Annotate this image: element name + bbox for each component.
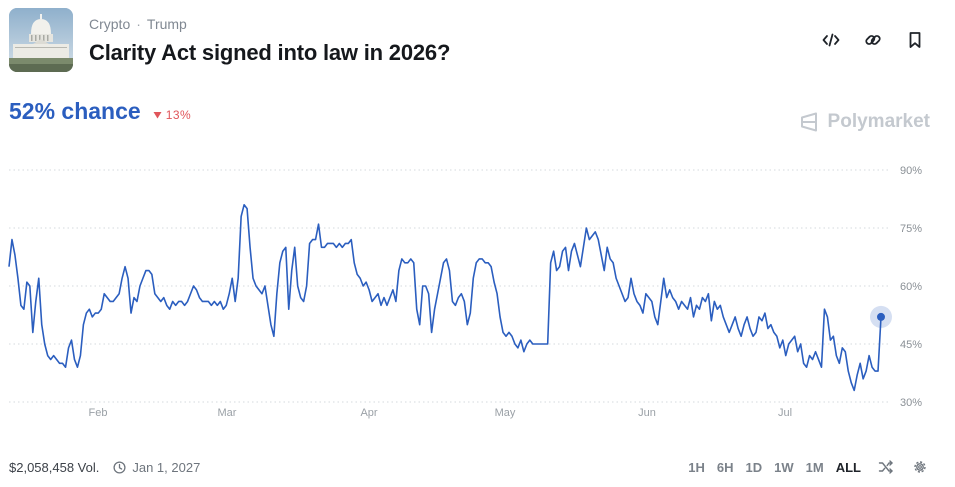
range-all-button[interactable]: ALL	[835, 459, 861, 475]
page-title: Clarity Act signed into law in 2026?	[89, 40, 451, 65]
polymarket-logo: Polymarket	[798, 111, 930, 133]
time-range-selector: 1H 6H 1D 1W 1M ALL	[688, 458, 929, 476]
y-tick-label: 75%	[900, 223, 922, 235]
range-1h-button[interactable]: 1H	[688, 459, 705, 475]
chart-footer: $2,058,458 Vol. Jan 1, 2027 1H 6H 1D 1W …	[9, 458, 929, 476]
series-line	[8, 204, 882, 392]
range-1m-button[interactable]: 1M	[805, 459, 824, 475]
polymarket-logo-icon	[800, 112, 817, 132]
embed-button[interactable]	[819, 28, 843, 52]
settings-button[interactable]	[911, 458, 929, 476]
breadcrumb-tag[interactable]: Trump	[146, 16, 187, 32]
x-tick-label: Mar	[218, 407, 237, 419]
triangle-down-icon	[153, 112, 162, 119]
range-1d-button[interactable]: 1D	[745, 459, 763, 475]
breadcrumb-separator: ·	[136, 16, 141, 32]
y-tick-label: 90%	[900, 165, 922, 177]
probability-summary: 52% chance 13%	[9, 98, 191, 125]
link-icon	[865, 35, 881, 45]
end-date: Jan 1, 2027	[113, 460, 200, 475]
header-actions	[819, 28, 927, 52]
range-6h-button[interactable]: 6H	[716, 459, 734, 475]
capitol-building-image	[9, 8, 73, 72]
x-tick-label: Jun	[638, 407, 656, 419]
change-value: 13%	[165, 108, 192, 122]
x-tick-label: May	[495, 407, 516, 419]
market-thumbnail	[9, 8, 73, 72]
brand-name: Polymarket	[827, 111, 930, 132]
clock-icon	[113, 460, 126, 474]
code-icon	[822, 33, 840, 47]
bookmark-button[interactable]	[903, 28, 927, 52]
x-tick-label: Feb	[89, 407, 108, 419]
shuffle-button[interactable]	[877, 458, 895, 476]
volume: $2,058,458 Vol.	[9, 459, 100, 475]
breadcrumb: Crypto · Trump	[89, 16, 187, 32]
x-tick-label: Apr	[360, 407, 377, 419]
change-badge: 13%	[153, 108, 192, 122]
probability-chart: 30% 45% 60% 75% 90% Feb Mar Apr May Jun Jul	[8, 165, 922, 419]
y-tick-label: 45%	[900, 339, 922, 351]
gear-icon	[914, 461, 926, 473]
range-1w-button[interactable]: 1W	[774, 459, 794, 475]
bookmark-icon	[909, 32, 921, 48]
y-tick-label: 60%	[900, 281, 922, 293]
end-date-value: Jan 1, 2027	[132, 459, 201, 475]
y-tick-label: 30%	[900, 397, 922, 409]
x-tick-label: Jul	[778, 407, 792, 419]
breadcrumb-category[interactable]: Crypto	[89, 16, 131, 32]
copy-link-button[interactable]	[861, 28, 885, 52]
current-point	[877, 312, 885, 321]
chance-value: 52% chance	[9, 98, 141, 124]
shuffle-icon	[878, 460, 893, 474]
